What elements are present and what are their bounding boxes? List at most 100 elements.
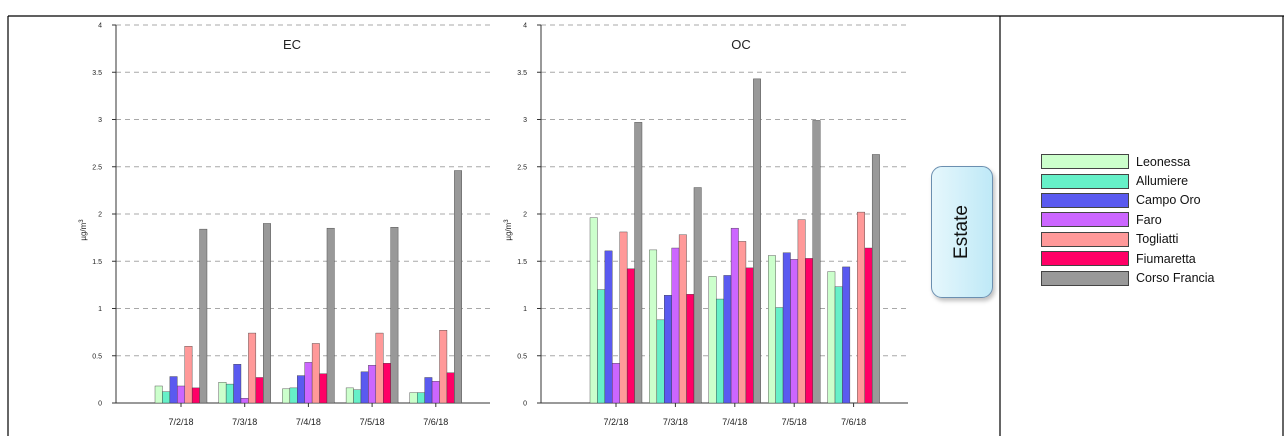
- legend-item: Allumiere: [1041, 171, 1215, 190]
- oc-bar: [805, 258, 813, 404]
- oc-y-tick-label: 0.5: [517, 353, 527, 360]
- oc-bar: [626, 268, 635, 404]
- ec-bar: [255, 377, 264, 404]
- ec-bar: [199, 228, 208, 404]
- ec-y-tick-label: 1: [98, 306, 102, 313]
- oc-bar: [864, 247, 873, 404]
- oc-bar: [716, 298, 724, 404]
- ec-bar: [311, 343, 320, 404]
- oc-bar: [857, 211, 865, 404]
- oc-y-tick-label: 1.5: [517, 259, 527, 266]
- ec-x-tick-label: 7/2/18: [168, 417, 193, 427]
- legend-swatch: [1041, 192, 1129, 208]
- ec-bar: [360, 371, 369, 404]
- ec-bar: [383, 363, 391, 404]
- season-label: Estate: [951, 205, 972, 259]
- oc-bar: [790, 259, 799, 404]
- oc-x-tick-label: 7/3/18: [663, 417, 688, 427]
- oc-bar: [730, 227, 739, 404]
- ec-bar: [263, 223, 271, 404]
- oc-bar: [753, 78, 761, 404]
- oc-chart-title: OC: [731, 37, 751, 52]
- legend-label: Campo Oro: [1136, 193, 1201, 208]
- ec-bar: [184, 346, 193, 404]
- legend-swatch: [1041, 270, 1129, 286]
- oc-bar: [775, 307, 784, 404]
- ec-bar: [345, 387, 354, 404]
- legend-swatch: [1041, 251, 1129, 267]
- ec-bar: [177, 385, 185, 404]
- ec-bar: [225, 383, 234, 404]
- ec-bar: [439, 330, 448, 404]
- oc-bar: [693, 187, 702, 404]
- oc-chart: 0 0.5 1 1.5 2 2.5 3 3.5 4 µg/m3 OC 7/2/18 7/3/18 7/4/…: [504, 23, 908, 427]
- ec-bar: [375, 332, 384, 404]
- ec-bar: [154, 385, 163, 404]
- ec-bar: [218, 382, 227, 404]
- oc-bar: [768, 255, 776, 404]
- ec-bar: [233, 364, 242, 404]
- oc-y-tick-label: 3: [523, 117, 527, 124]
- oc-bar: [589, 217, 598, 404]
- oc-bar: [723, 275, 732, 404]
- oc-bar: [708, 276, 717, 404]
- legend-label: Fiumaretta: [1136, 251, 1196, 266]
- ec-bar: [390, 227, 399, 404]
- ec-y-tick-label: 3.5: [92, 70, 102, 77]
- legend-label: Faro: [1136, 212, 1162, 227]
- oc-x-tick-label: 7/6/18: [841, 417, 866, 427]
- oc-bar: [871, 154, 880, 404]
- legend-label: Togliatti: [1136, 232, 1179, 247]
- oc-bar: [827, 271, 836, 404]
- ec-y-tick-label: 4: [98, 23, 102, 30]
- oc-bar: [834, 286, 843, 404]
- oc-y-tick-label: 0: [523, 401, 527, 408]
- ec-bar: [368, 365, 377, 404]
- legend-label: Corso Francia: [1136, 271, 1215, 286]
- ec-x-tick-label: 7/3/18: [232, 417, 257, 427]
- legend-item: Togliatti: [1041, 230, 1215, 249]
- oc-y-tick-label: 3.5: [517, 70, 527, 77]
- ec-bar: [417, 392, 425, 404]
- ec-chart: 0 0.5 1 1.5 2 2.5 3 3.5 4 µg/m3 EC 7/2/18 7/3/18 7/4/…: [79, 23, 490, 427]
- legend-item: Corso Francia: [1041, 268, 1215, 287]
- oc-x-tick-label: 7/4/18: [722, 417, 747, 427]
- oc-bar: [686, 294, 695, 404]
- legend-label: Allumiere: [1136, 174, 1189, 189]
- ec-y-tick-label: 0.5: [92, 353, 102, 360]
- legend: Leonessa Allumiere Campo Oro Faro Togliatti F…: [1041, 152, 1215, 288]
- legend-swatch: [1041, 231, 1129, 247]
- ec-chart-title: EC: [283, 37, 301, 52]
- ec-bar: [446, 372, 455, 404]
- ec-bar: [319, 373, 328, 404]
- ec-bar: [454, 170, 463, 404]
- ec-bar: [282, 388, 291, 404]
- oc-bar: [745, 267, 754, 404]
- legend-swatch: [1041, 154, 1129, 170]
- oc-bar: [671, 247, 680, 404]
- ec-bar: [240, 398, 249, 404]
- ec-bar: [353, 389, 362, 404]
- ec-bar: [424, 377, 433, 404]
- ec-y-axis-label: µg/m3: [79, 219, 88, 241]
- oc-bar: [649, 249, 658, 404]
- legend-item: Leonessa: [1041, 152, 1215, 171]
- oc-bar: [604, 250, 613, 404]
- season-box: Estate: [931, 166, 993, 298]
- ec-y-tick-label: 0: [98, 401, 102, 408]
- ec-bar: [409, 392, 418, 404]
- ec-bar: [297, 375, 305, 404]
- legend-swatch: [1041, 173, 1129, 189]
- legend-swatch: [1041, 212, 1129, 228]
- legend-item: Campo Oro: [1041, 191, 1215, 210]
- oc-x-tick-label: 7/5/18: [782, 417, 807, 427]
- legend-item: Fiumaretta: [1041, 249, 1215, 268]
- oc-y-tick-label: 1: [523, 306, 527, 313]
- oc-x-tick-label: 7/2/18: [603, 417, 628, 427]
- ec-bar: [169, 376, 178, 404]
- oc-bar: [597, 289, 606, 404]
- ec-bar: [248, 332, 257, 404]
- oc-bar: [678, 234, 687, 404]
- ec-y-tick-label: 3: [98, 117, 102, 124]
